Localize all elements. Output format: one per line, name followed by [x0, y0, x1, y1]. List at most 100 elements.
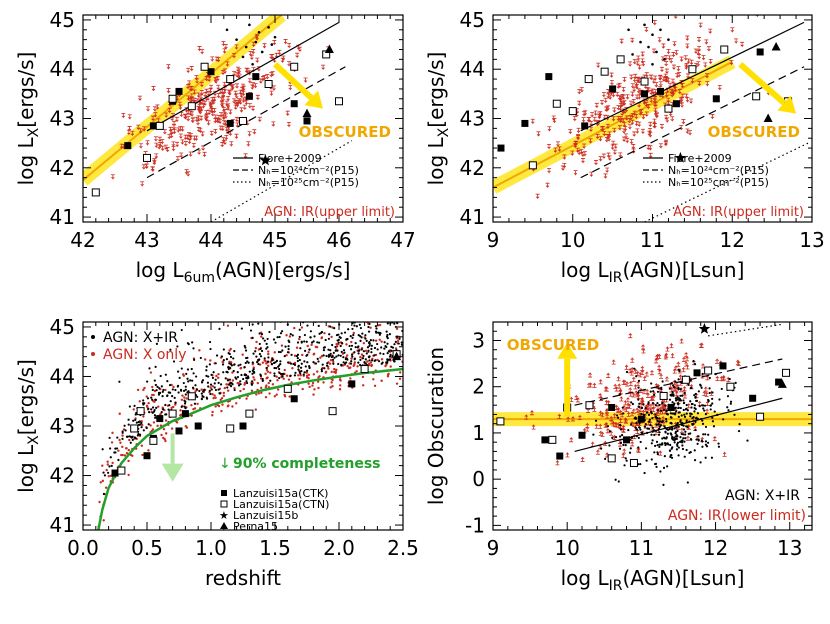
xonly-point — [312, 393, 315, 396]
upper-limit-marker — [611, 92, 616, 98]
xir-point — [239, 380, 242, 383]
xir-point — [261, 379, 264, 383]
y-axis-label-main: log L — [14, 136, 38, 185]
xir-point — [259, 355, 263, 358]
xir-point — [171, 388, 174, 391]
x-tick-label: 9 — [487, 536, 500, 560]
upper-limit-marker — [283, 39, 288, 45]
xir-point — [300, 369, 303, 373]
ctn-square — [720, 45, 729, 54]
obscured-arrowhead — [557, 342, 578, 359]
xir-point — [682, 428, 686, 431]
upper-limit-marker — [606, 372, 611, 378]
xir-point — [387, 350, 390, 353]
xir-point — [114, 451, 117, 454]
upper-limit-marker — [254, 33, 259, 40]
xir-point — [334, 349, 337, 352]
xir-point — [695, 438, 698, 441]
xonly-point — [395, 327, 399, 330]
upper-limit-marker — [697, 54, 702, 60]
xir-point — [627, 28, 630, 32]
xir-point — [123, 424, 126, 427]
xonly-point — [297, 374, 300, 377]
xir-point — [400, 341, 403, 344]
xir-point — [711, 420, 714, 423]
x-axis-label-main: redshift — [205, 566, 281, 590]
ctk-square — [348, 380, 356, 388]
upper-limit-marker — [717, 85, 722, 91]
xir-point — [685, 412, 688, 415]
ctk-square — [637, 415, 645, 423]
xonly-point — [359, 308, 361, 310]
upper-limit-marker — [186, 84, 191, 90]
xir-point — [677, 368, 680, 371]
x-tick-label: 46 — [326, 228, 351, 252]
xir-point — [680, 414, 683, 417]
xonly-point — [220, 409, 223, 413]
xir-point — [306, 361, 309, 364]
xir-point — [245, 381, 249, 385]
ctk-square — [545, 73, 553, 81]
xir-point — [363, 306, 365, 308]
xir-point — [349, 362, 353, 365]
xir-point — [697, 439, 700, 442]
xir-point — [180, 367, 183, 370]
xir-point — [676, 444, 679, 447]
y-axis-label-tail: [ergs/s] — [424, 52, 448, 128]
xonly-point — [198, 349, 201, 352]
upper-limit-marker — [602, 130, 607, 137]
legend-upper-limit: AGN: IR(upper limit) — [264, 205, 395, 220]
xonly-point — [101, 479, 105, 483]
y-axis-label-tail: [ergs/s] — [14, 52, 38, 128]
xonly-point — [338, 388, 342, 391]
x-tick-label: 1.5 — [259, 536, 291, 560]
xir-point — [191, 379, 194, 382]
xir-point — [693, 363, 697, 366]
upper-limit-marker — [705, 400, 710, 406]
xir-point — [717, 445, 721, 448]
xonly-point — [259, 386, 263, 390]
upper-limit-marker — [677, 72, 682, 78]
upper-limit-marker — [185, 134, 190, 141]
upper-limit-marker — [625, 137, 630, 144]
xonly-point — [233, 386, 236, 390]
upper-limit-marker — [141, 164, 146, 170]
xonly-point — [265, 368, 269, 372]
upper-limit-marker — [693, 48, 698, 55]
xir-point — [354, 342, 357, 345]
xonly-point — [367, 362, 371, 366]
upper-limit-marker — [665, 346, 670, 352]
xir-point — [377, 331, 380, 334]
xonly-point — [143, 386, 146, 390]
ctk-square — [672, 100, 680, 108]
xonly-point — [362, 341, 366, 345]
xir-point — [654, 413, 657, 416]
xonly-point — [293, 354, 297, 357]
upper-limit-marker — [755, 15, 760, 18]
xir-point — [709, 408, 712, 411]
upper-limit-marker — [152, 106, 157, 112]
y-tick-label: 41 — [50, 205, 75, 229]
xir-point — [296, 359, 299, 363]
solid-relation-line — [146, 21, 340, 132]
xonly-point — [337, 343, 340, 346]
upper-limit-marker — [651, 78, 656, 84]
upper-limit-marker — [715, 375, 720, 382]
xonly-point — [355, 370, 358, 373]
upper-limit-marker — [627, 124, 632, 130]
xir-point — [676, 435, 679, 438]
xir-point — [211, 376, 215, 379]
xir-point — [670, 382, 674, 385]
xir-point — [312, 340, 315, 343]
upper-limit-marker — [625, 396, 630, 403]
dashed-relation-line — [146, 66, 346, 179]
x-tick-label: 2.5 — [387, 536, 419, 560]
xir-point — [388, 355, 392, 358]
upper-limit-marker — [140, 181, 145, 187]
xir-point — [390, 345, 393, 348]
xir-point — [109, 456, 112, 459]
xir-point — [273, 366, 276, 370]
xir-point — [361, 332, 364, 335]
upper-limit-marker — [631, 144, 636, 150]
upper-limit-marker — [234, 72, 239, 78]
